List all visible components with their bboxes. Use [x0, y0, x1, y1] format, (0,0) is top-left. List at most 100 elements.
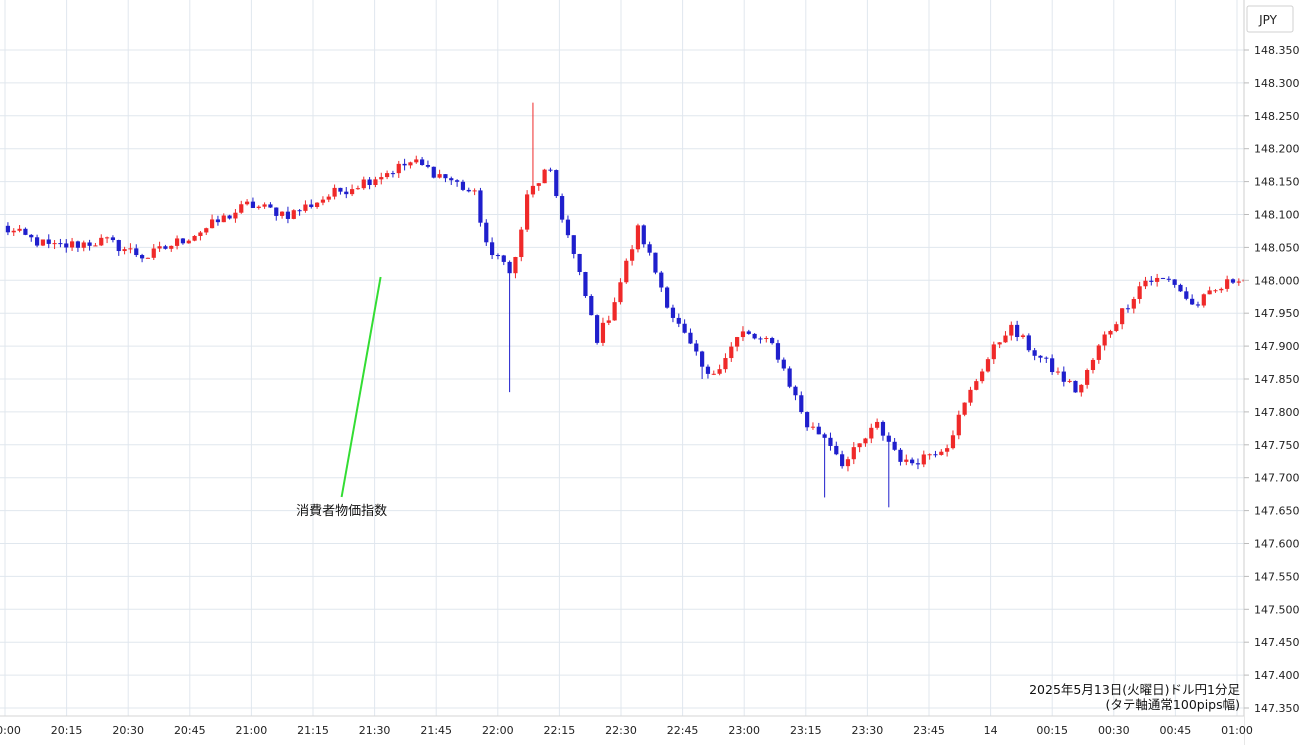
candle-body	[157, 246, 162, 249]
candle-body	[186, 240, 191, 244]
price-tick-label: 147.700	[1254, 472, 1300, 485]
candle-body	[1160, 277, 1166, 279]
candle-body	[787, 368, 792, 387]
candle-body	[612, 302, 617, 321]
candle-body	[974, 381, 979, 390]
candle-body	[1155, 277, 1160, 282]
price-tick-label: 147.400	[1254, 669, 1300, 682]
candle-body	[694, 343, 699, 352]
candle-body	[1061, 371, 1066, 382]
candle-body	[816, 426, 821, 435]
candle-body	[618, 282, 623, 303]
candle-body	[1102, 334, 1107, 346]
candle-body	[75, 241, 81, 248]
candle-body	[425, 165, 431, 167]
candle-body	[670, 307, 676, 318]
price-tick-label: 147.950	[1254, 307, 1300, 320]
candle-body	[122, 249, 127, 252]
candle-body	[1009, 324, 1014, 336]
time-tick-label: 22:00	[482, 724, 514, 737]
time-tick-label: 01:00	[1221, 724, 1253, 737]
candle-body	[525, 194, 530, 230]
candle-body	[834, 445, 839, 455]
candle-body	[431, 166, 436, 178]
price-tick-label: 147.450	[1254, 636, 1300, 649]
time-tick-label: 22:30	[605, 724, 637, 737]
time-tick-label: 21:45	[420, 724, 452, 737]
candle-body	[1166, 278, 1171, 280]
candle-body	[227, 215, 232, 219]
candle-body	[513, 257, 518, 274]
candle-body	[297, 210, 302, 212]
candle-body	[274, 207, 279, 216]
candle-body	[752, 333, 757, 339]
time-tick-label: 20:30	[112, 724, 144, 737]
candle-body	[34, 237, 40, 246]
time-tick-label: 22:45	[667, 724, 699, 737]
candle-body	[87, 242, 92, 246]
price-tick-label: 147.550	[1254, 570, 1300, 583]
candle-body	[490, 242, 495, 256]
candle-body	[367, 179, 372, 186]
candle-body	[104, 237, 110, 239]
candle-body	[128, 248, 133, 250]
candle-body	[1044, 357, 1049, 359]
candle-body	[209, 219, 215, 229]
candle-body	[985, 359, 991, 372]
time-tick-label: 23:30	[852, 724, 884, 737]
candle-body	[256, 206, 261, 208]
candle-body	[64, 243, 69, 248]
candle-body	[910, 459, 915, 464]
candle-body	[5, 225, 11, 233]
annotation-leader-line	[340, 276, 382, 498]
candle-body	[945, 448, 950, 452]
candle-body	[1190, 298, 1195, 305]
candle-body	[1137, 286, 1142, 300]
time-tick-label: 20:00	[0, 724, 21, 737]
candle-body	[519, 229, 524, 258]
candle-body	[385, 173, 390, 178]
price-tick-label: 148.150	[1254, 176, 1300, 189]
candle-body	[192, 235, 197, 241]
candle-body	[851, 447, 856, 460]
annotation: 消費者物価指数	[296, 276, 387, 519]
candle-body	[373, 179, 378, 186]
time-tick-label: 23:00	[728, 724, 760, 737]
candle-body	[134, 248, 139, 256]
candle-body	[740, 331, 746, 338]
candle-body	[116, 240, 121, 252]
candle-body	[968, 389, 973, 403]
price-tick-label: 148.200	[1254, 143, 1300, 156]
candle-body	[350, 189, 355, 195]
currency-box[interactable]	[1246, 5, 1294, 33]
candle-body	[1096, 345, 1101, 360]
candle-body	[933, 454, 938, 456]
candle-body	[822, 434, 827, 438]
currency-label: JPY	[1258, 13, 1278, 27]
time-tick-label: 00:30	[1098, 724, 1130, 737]
price-tick-label: 148.350	[1254, 44, 1300, 57]
candle-body	[1114, 324, 1119, 331]
candle-body	[180, 238, 186, 244]
candle-body	[169, 245, 174, 249]
candle-body	[17, 228, 22, 231]
candle-body	[659, 272, 664, 288]
price-tick-label: 147.500	[1254, 603, 1300, 616]
candle-body	[997, 342, 1002, 345]
candle-body	[880, 421, 886, 436]
time-tick-label: 14	[984, 724, 998, 737]
candle-body	[279, 211, 285, 216]
candle-body	[338, 187, 343, 192]
candle-body	[875, 421, 880, 428]
candle-body	[764, 338, 769, 340]
candle-body	[379, 177, 384, 180]
candle-body	[52, 243, 57, 245]
candle-body	[857, 443, 862, 448]
price-tick-label: 147.600	[1254, 538, 1300, 551]
candle-body	[775, 343, 781, 360]
candle-body	[390, 173, 396, 175]
time-tick-label: 23:15	[790, 724, 822, 737]
time-tick-label: 21:15	[297, 724, 329, 737]
candle-body	[472, 190, 477, 192]
candle-body	[478, 190, 483, 223]
